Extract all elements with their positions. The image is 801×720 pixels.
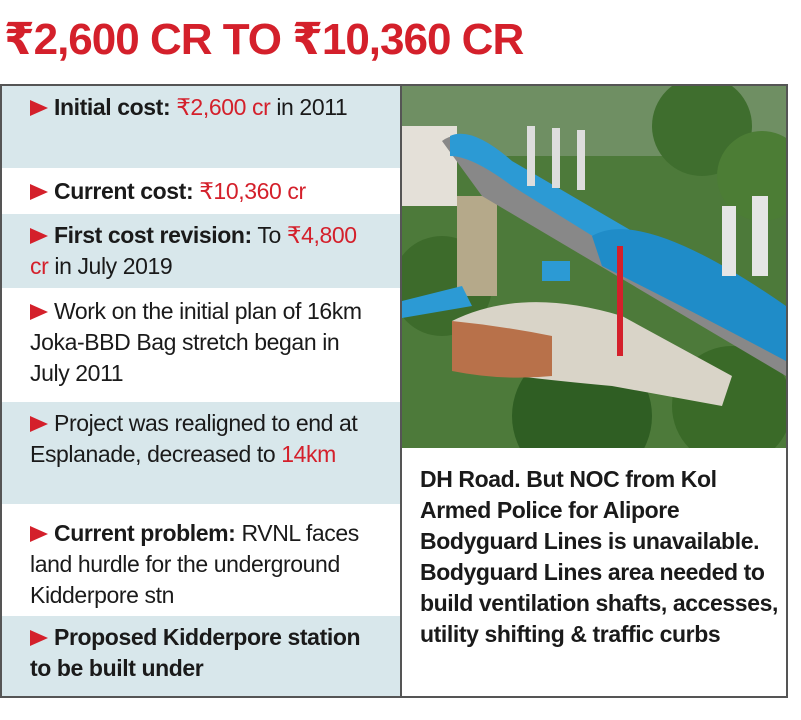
bullet-arrow bbox=[30, 304, 48, 320]
bullet-arrow bbox=[30, 100, 48, 116]
fact-text: Proposed Kidderpore station to be built … bbox=[30, 624, 361, 681]
continuation-text: DH Road. But NOC from Kol Armed Police f… bbox=[420, 466, 778, 647]
photo bbox=[402, 86, 786, 448]
fact-text: Current problem: bbox=[54, 520, 236, 546]
bullet-arrow bbox=[30, 630, 48, 646]
fact-text: First cost revision: bbox=[54, 222, 252, 248]
fact-row: Proposed Kidderpore station to be built … bbox=[2, 616, 400, 696]
fact-text: 14km bbox=[281, 441, 336, 467]
fact-text: Work on the initial plan of 16km Joka-BB… bbox=[30, 298, 362, 386]
bullet-arrow bbox=[30, 526, 48, 542]
fact-text: in July 2019 bbox=[54, 253, 173, 279]
fact-text: RVNL faces land hurdle for the undergrou… bbox=[30, 520, 359, 608]
fact-text: Current cost: bbox=[54, 178, 194, 204]
fact-text: Project was realigned to end at Esplanad… bbox=[30, 410, 358, 467]
infobox: Initial cost: ₹2,600 cr in 2011 Current c… bbox=[0, 84, 788, 698]
fact-row: First cost revision: To ₹4,800 cr in Jul… bbox=[2, 214, 400, 288]
fact-row: Work on the initial plan of 16km Joka-BB… bbox=[2, 290, 400, 400]
bullet-arrow bbox=[30, 184, 48, 200]
fact-row: Current cost: ₹10,360 cr bbox=[2, 170, 400, 212]
fact-text: in 2011 bbox=[276, 94, 348, 120]
fact-text: ₹10,360 cr bbox=[199, 178, 306, 204]
fact-text: To bbox=[257, 222, 281, 248]
fact-text: ₹4,800 cr bbox=[30, 222, 357, 279]
fact-row: Current problem: RVNL faces land hurdle … bbox=[2, 512, 400, 614]
bullet-arrow bbox=[30, 416, 48, 432]
fact-text: ₹2,600 cr bbox=[176, 94, 271, 120]
headline: ₹2,600 CR TO ₹10,360 CR bbox=[4, 15, 524, 64]
fact-text: Initial cost: bbox=[54, 94, 171, 120]
fact-row: Project was realigned to end at Esplanad… bbox=[2, 402, 400, 504]
fact-row: Initial cost: ₹2,600 cr in 2011 bbox=[2, 86, 400, 168]
fact-list: Initial cost: ₹2,600 cr in 2011 Current c… bbox=[2, 86, 402, 696]
bullet-arrow bbox=[30, 228, 48, 244]
